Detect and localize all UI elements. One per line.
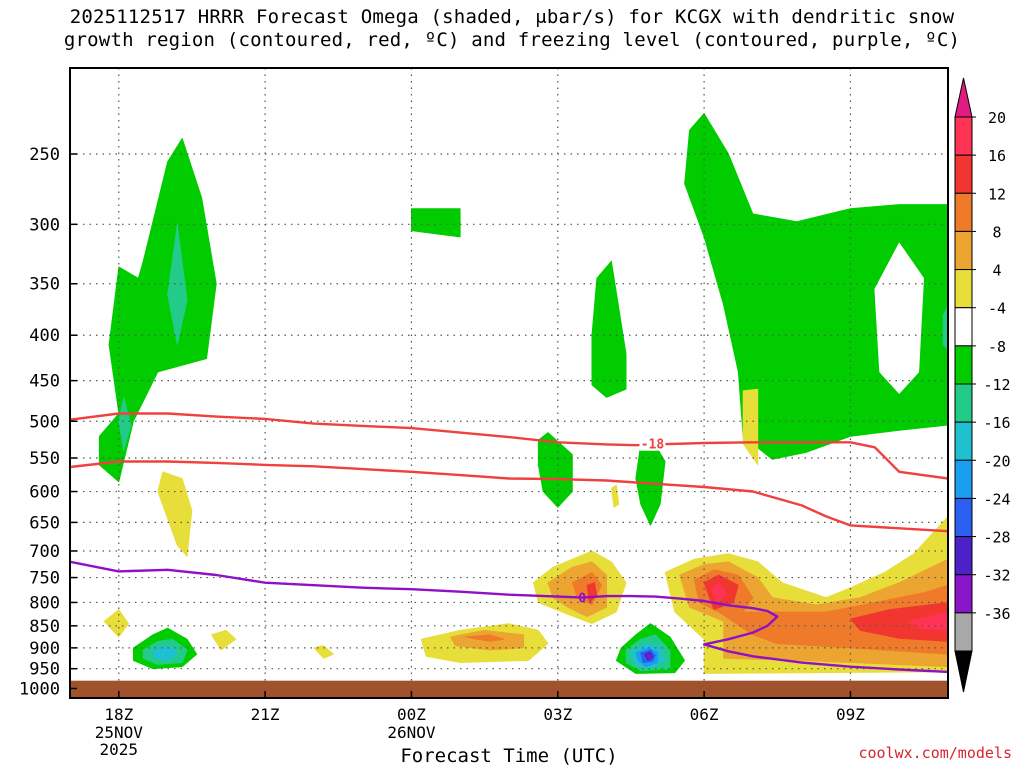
y-tick-label-850: 850 <box>29 617 60 637</box>
x-tick-label-18Z: 18Z <box>104 705 133 724</box>
y-tick-label-800: 800 <box>29 593 60 613</box>
omega-region-5 <box>537 432 573 508</box>
y-tick-label-1000: 1000 <box>19 679 60 699</box>
colorbar-swatch-7 <box>954 383 973 423</box>
x-tick-label-21Z: 21Z <box>251 705 280 724</box>
colorbar-swatch-3 <box>954 230 973 271</box>
contour-labels: -18 0 <box>578 435 666 607</box>
colorbar-swatch-12 <box>954 574 973 614</box>
x-tick-label-09Z: 09Z <box>836 705 865 724</box>
omega-region-28 <box>711 582 727 603</box>
omega-region-15 <box>313 645 334 659</box>
colorbar-top-arrow <box>954 77 973 118</box>
omega-region-13 <box>103 609 129 638</box>
colorbar-label-5: -4 <box>988 300 1006 318</box>
chart-title: 2025112517 HRRR Forecast Omega (shaded, … <box>0 6 1024 52</box>
omega-shading <box>98 113 948 674</box>
colorbar-swatch-9 <box>954 459 973 499</box>
terrain-fill <box>70 680 948 698</box>
y-tick-label-300: 300 <box>29 215 60 235</box>
omega-region-11 <box>611 484 620 508</box>
x-tick-sublabel-00Z-0: 26NOV <box>387 723 436 742</box>
dgz-contour--18 <box>70 412 948 480</box>
colorbar-label-11: -28 <box>983 529 1010 547</box>
freezing-level-contour <box>70 560 948 674</box>
y-tick-label-250: 250 <box>29 145 60 165</box>
y-axis: 2503003504004505005506006507007508008509… <box>19 145 77 699</box>
colorbar-swatch-6 <box>954 345 973 385</box>
x-tick-label-06Z: 06Z <box>690 705 719 724</box>
freezing-level-label: 0 <box>578 592 586 607</box>
colorbar-label-9: -20 <box>983 452 1010 470</box>
y-tick-label-650: 650 <box>29 513 60 533</box>
colorbar-swatch-13 <box>954 612 973 652</box>
x-tick-label-03Z: 03Z <box>543 705 572 724</box>
y-tick-label-750: 750 <box>29 569 60 589</box>
y-tick-label-350: 350 <box>29 275 60 295</box>
colorbar-swatch-1 <box>954 154 973 194</box>
watermark: coolwx.com/models <box>858 744 1012 762</box>
omega-region-1 <box>167 223 188 346</box>
omega-region-12 <box>742 388 759 466</box>
plot-frame <box>69 67 949 699</box>
colorbar-swatch-5 <box>954 307 973 347</box>
colorbar-label-8: -16 <box>983 414 1010 432</box>
colorbar-label-4: 4 <box>992 262 1001 280</box>
y-tick-label-500: 500 <box>29 412 60 432</box>
omega-region-3 <box>410 208 461 238</box>
omega-region-36 <box>646 653 652 659</box>
x-axis-title: Forecast Time (UTC) <box>400 745 617 767</box>
omega-region-9 <box>942 304 948 350</box>
y-tick-label-550: 550 <box>29 449 60 469</box>
omega-region-10 <box>157 471 193 557</box>
colorbar-swatch-8 <box>954 421 973 461</box>
colorbar-label-6: -8 <box>988 338 1006 356</box>
y-tick-label-400: 400 <box>29 326 60 346</box>
dgz-label--18: -18 <box>641 438 665 453</box>
y-tick-label-450: 450 <box>29 372 60 392</box>
colorbar-label-0: 20 <box>988 109 1006 127</box>
terrain <box>70 680 948 698</box>
omega-region-18 <box>464 634 505 642</box>
colorbar-swatch-0 <box>954 116 973 156</box>
x-tick-sublabel-18Z-1: 2025 <box>100 740 139 759</box>
grid-lines <box>70 68 948 698</box>
omega-region-27 <box>850 602 948 642</box>
chart-title-line-1: 2025112517 HRRR Forecast Omega (shaded, … <box>69 6 955 28</box>
colorbar-label-3: 8 <box>992 223 1001 241</box>
colorbar-label-1: 16 <box>988 147 1006 165</box>
y-tick-label-950: 950 <box>29 660 60 680</box>
omega-region-14 <box>211 629 237 651</box>
colorbar-bottom-arrow <box>954 650 973 693</box>
colorbar-label-10: -24 <box>983 490 1010 508</box>
x-tick-label-00Z: 00Z <box>397 705 426 724</box>
colorbar-label-7: -12 <box>983 376 1010 394</box>
chart-title-line-2: growth region (contoured, red, ºC) and f… <box>63 29 961 51</box>
colorbar-label-12: -32 <box>983 567 1010 585</box>
colorbar-label-2: 12 <box>988 185 1006 203</box>
y-tick-label-700: 700 <box>29 542 60 562</box>
omega-region-39 <box>152 645 178 661</box>
colorbar-swatch-2 <box>954 192 973 232</box>
colorbar-swatch-10 <box>954 497 973 538</box>
y-tick-label-900: 900 <box>29 639 60 659</box>
dgz-contour--12 <box>70 460 948 533</box>
contour-lines <box>70 412 948 674</box>
y-tick-label-600: 600 <box>29 483 60 503</box>
colorbar-swatch-11 <box>954 536 973 576</box>
omega-region-2 <box>118 396 132 452</box>
colorbar-swatch-4 <box>954 269 973 309</box>
omega-region-8 <box>874 242 924 394</box>
dgz-label-bg--18 <box>639 435 666 451</box>
x-tick-sublabel-18Z-0: 25NOV <box>95 723 144 742</box>
colorbar-legend: 20 16 12 8 4 -4 -8 -12 -16 -20 -24 -28 -32 -36 <box>954 77 1011 693</box>
colorbar-label-13: -36 <box>983 605 1010 623</box>
omega-region-4 <box>591 260 627 398</box>
